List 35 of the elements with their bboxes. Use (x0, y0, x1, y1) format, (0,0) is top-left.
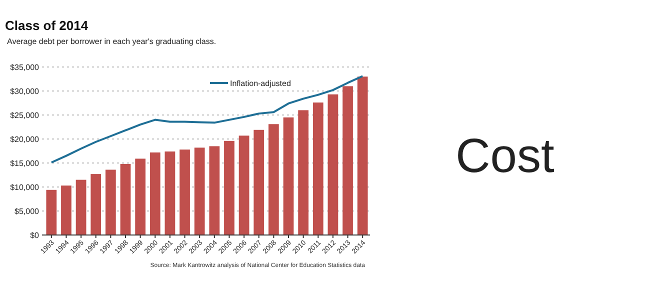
bar (135, 158, 146, 235)
chart-title: Class of 2014 (5, 18, 89, 33)
text: Cost (456, 130, 554, 183)
bar (180, 150, 190, 235)
y-tick-label: $25,000 (10, 111, 40, 120)
bar (90, 174, 102, 235)
y-tick-label: $30,000 (10, 87, 40, 96)
bar (298, 110, 309, 235)
bar (357, 76, 368, 235)
y-tick-label: $15,000 (10, 159, 40, 168)
bar (164, 151, 176, 235)
bar (238, 136, 250, 235)
line-series (50, 75, 364, 164)
bar (328, 94, 338, 235)
bar (105, 170, 116, 235)
y-tick-label: $5,000 (14, 207, 40, 216)
bar (342, 86, 353, 235)
bar (254, 130, 264, 235)
bar (76, 180, 86, 235)
bar (120, 164, 131, 235)
y-tick-label: $10,000 (10, 183, 40, 192)
bar (283, 117, 294, 235)
y-tick-label: $35,000 (10, 63, 40, 72)
legend-label: Inflation-adjusted (230, 79, 291, 88)
bar (61, 186, 72, 235)
y-tick-label: $20,000 (10, 135, 40, 144)
bar (194, 148, 205, 235)
bar (209, 146, 220, 235)
chart-subtitle: Average debt per borrower in each year's graduating class. (7, 37, 216, 46)
bar (268, 124, 279, 235)
y-tick-label: $0 (30, 231, 40, 240)
bar (46, 190, 57, 235)
bar (312, 102, 324, 235)
bar (224, 140, 234, 235)
bar (150, 152, 160, 235)
